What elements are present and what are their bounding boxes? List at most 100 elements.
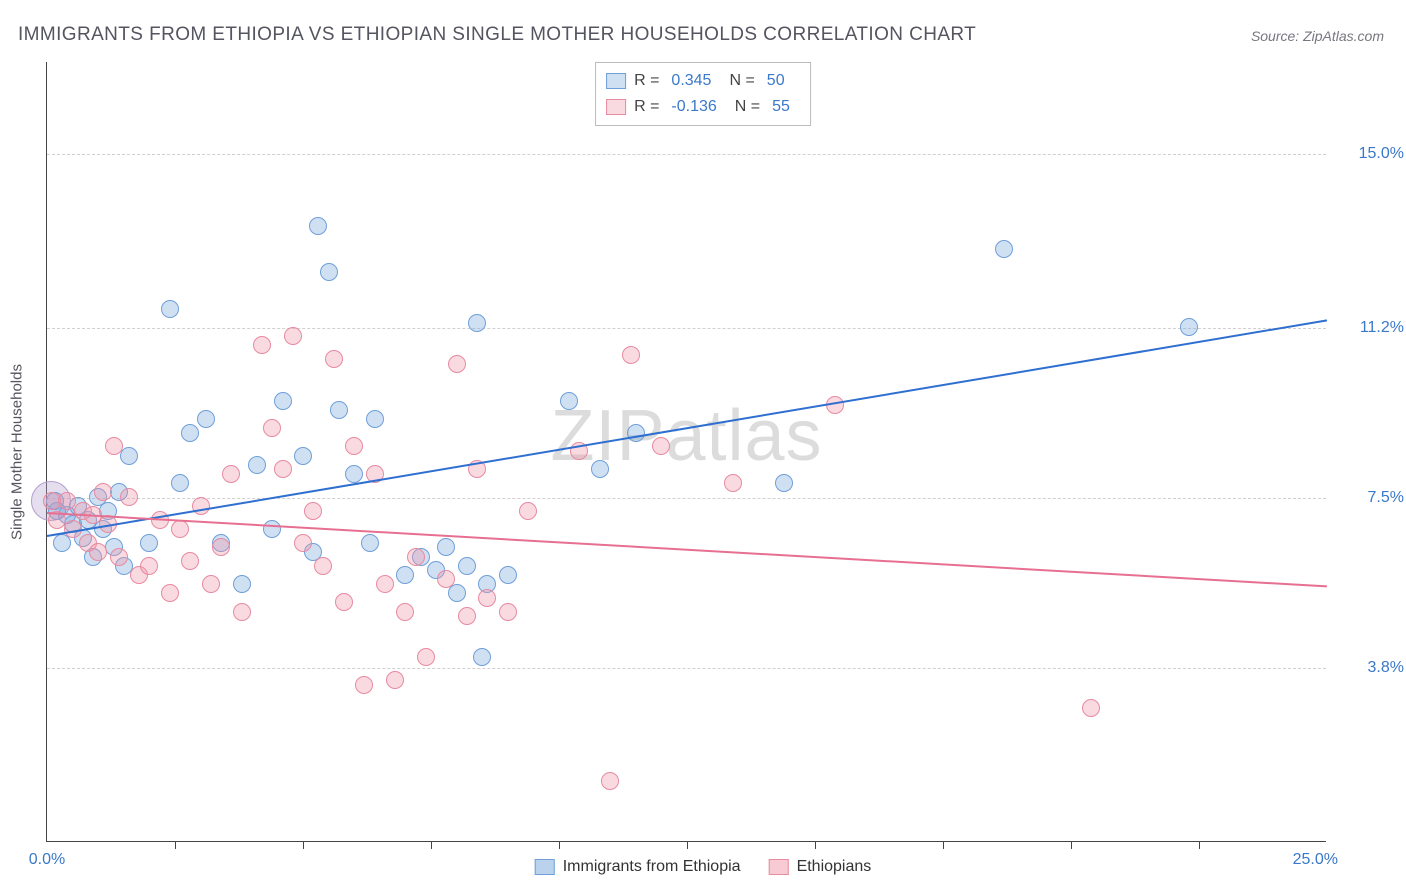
data-point [253,336,271,354]
y-tick-label: 15.0% [1359,145,1404,163]
data-point [1082,699,1100,717]
series-legend: Immigrants from Ethiopia Ethiopians [535,858,872,876]
gridline [47,154,1326,155]
data-point [335,593,353,611]
data-point [197,410,215,428]
data-point [376,575,394,593]
data-point [233,575,251,593]
correlation-legend: R = 0.345 N = 50 R = -0.136 N = 55 [595,62,811,126]
data-point [309,217,327,235]
y-tick-label: 3.8% [1368,659,1404,677]
data-point [355,676,373,694]
data-point [396,603,414,621]
data-point [274,460,292,478]
data-point [263,520,281,538]
y-tick-label: 7.5% [1368,489,1404,507]
data-point [366,410,384,428]
data-point [294,447,312,465]
x-axis-end: 25.0% [1293,851,1338,869]
data-point [105,437,123,455]
data-point [120,488,138,506]
data-point [473,648,491,666]
x-tick-mark [303,841,304,849]
legend-r-value: -0.136 [671,98,716,116]
data-point [140,557,158,575]
x-tick-mark [431,841,432,849]
data-point [248,456,266,474]
data-point [627,424,645,442]
data-point [202,575,220,593]
data-point [181,552,199,570]
trend-line [47,319,1327,537]
data-point [519,502,537,520]
chart-title: IMMIGRANTS FROM ETHIOPIA VS ETHIOPIAN SI… [18,24,976,46]
x-tick-mark [687,841,688,849]
legend-r-value: 0.345 [671,72,711,90]
data-point [499,603,517,621]
plot-area: Single Mother Households ZIPatlas 0.0% 2… [46,62,1326,842]
data-point [448,355,466,373]
gridline [47,328,1326,329]
data-point [192,497,210,515]
data-point [171,520,189,538]
y-axis-label: Single Mother Households [9,364,26,540]
data-point [775,474,793,492]
legend-swatch-icon [535,859,555,875]
data-point [304,502,322,520]
data-point [1180,318,1198,336]
legend-swatch-icon [606,99,626,115]
data-point [263,419,281,437]
data-point [212,538,230,556]
x-tick-mark [943,841,944,849]
data-point [601,772,619,790]
data-point [468,314,486,332]
data-point [724,474,742,492]
x-tick-mark [1071,841,1072,849]
legend-swatch-icon [606,73,626,89]
data-point [171,474,189,492]
data-point [437,570,455,588]
source-label: Source: ZipAtlas.com [1251,28,1384,44]
data-point [325,350,343,368]
gridline [47,498,1326,499]
data-point [458,557,476,575]
data-point [161,584,179,602]
data-point [284,327,302,345]
data-point [222,465,240,483]
data-point [478,589,496,607]
data-point [43,492,61,510]
x-tick-mark [1199,841,1200,849]
legend-item-series-1: Immigrants from Ethiopia [535,858,741,876]
y-tick-label: 11.2% [1360,319,1404,337]
legend-label: Immigrants from Ethiopia [563,858,741,876]
data-point [94,483,112,501]
legend-n-label: N = [735,98,760,116]
data-point [417,648,435,666]
legend-label: Ethiopians [797,858,872,876]
data-point [386,671,404,689]
data-point [140,534,158,552]
gridline [47,668,1326,669]
data-point [458,607,476,625]
data-point [120,447,138,465]
legend-n-value: 55 [772,98,790,116]
data-point [314,557,332,575]
x-tick-mark [559,841,560,849]
x-tick-mark [815,841,816,849]
legend-r-label: R = [634,72,659,90]
data-point [652,437,670,455]
legend-swatch-icon [769,859,789,875]
data-point [181,424,199,442]
data-point [396,566,414,584]
data-point [89,543,107,561]
data-point [330,401,348,419]
legend-r-label: R = [634,98,659,116]
data-point [591,460,609,478]
data-point [345,437,363,455]
data-point [274,392,292,410]
legend-row-series-1: R = 0.345 N = 50 [606,68,800,94]
x-axis-start: 0.0% [29,851,65,869]
x-tick-mark [175,841,176,849]
data-point [161,300,179,318]
data-point [560,392,578,410]
